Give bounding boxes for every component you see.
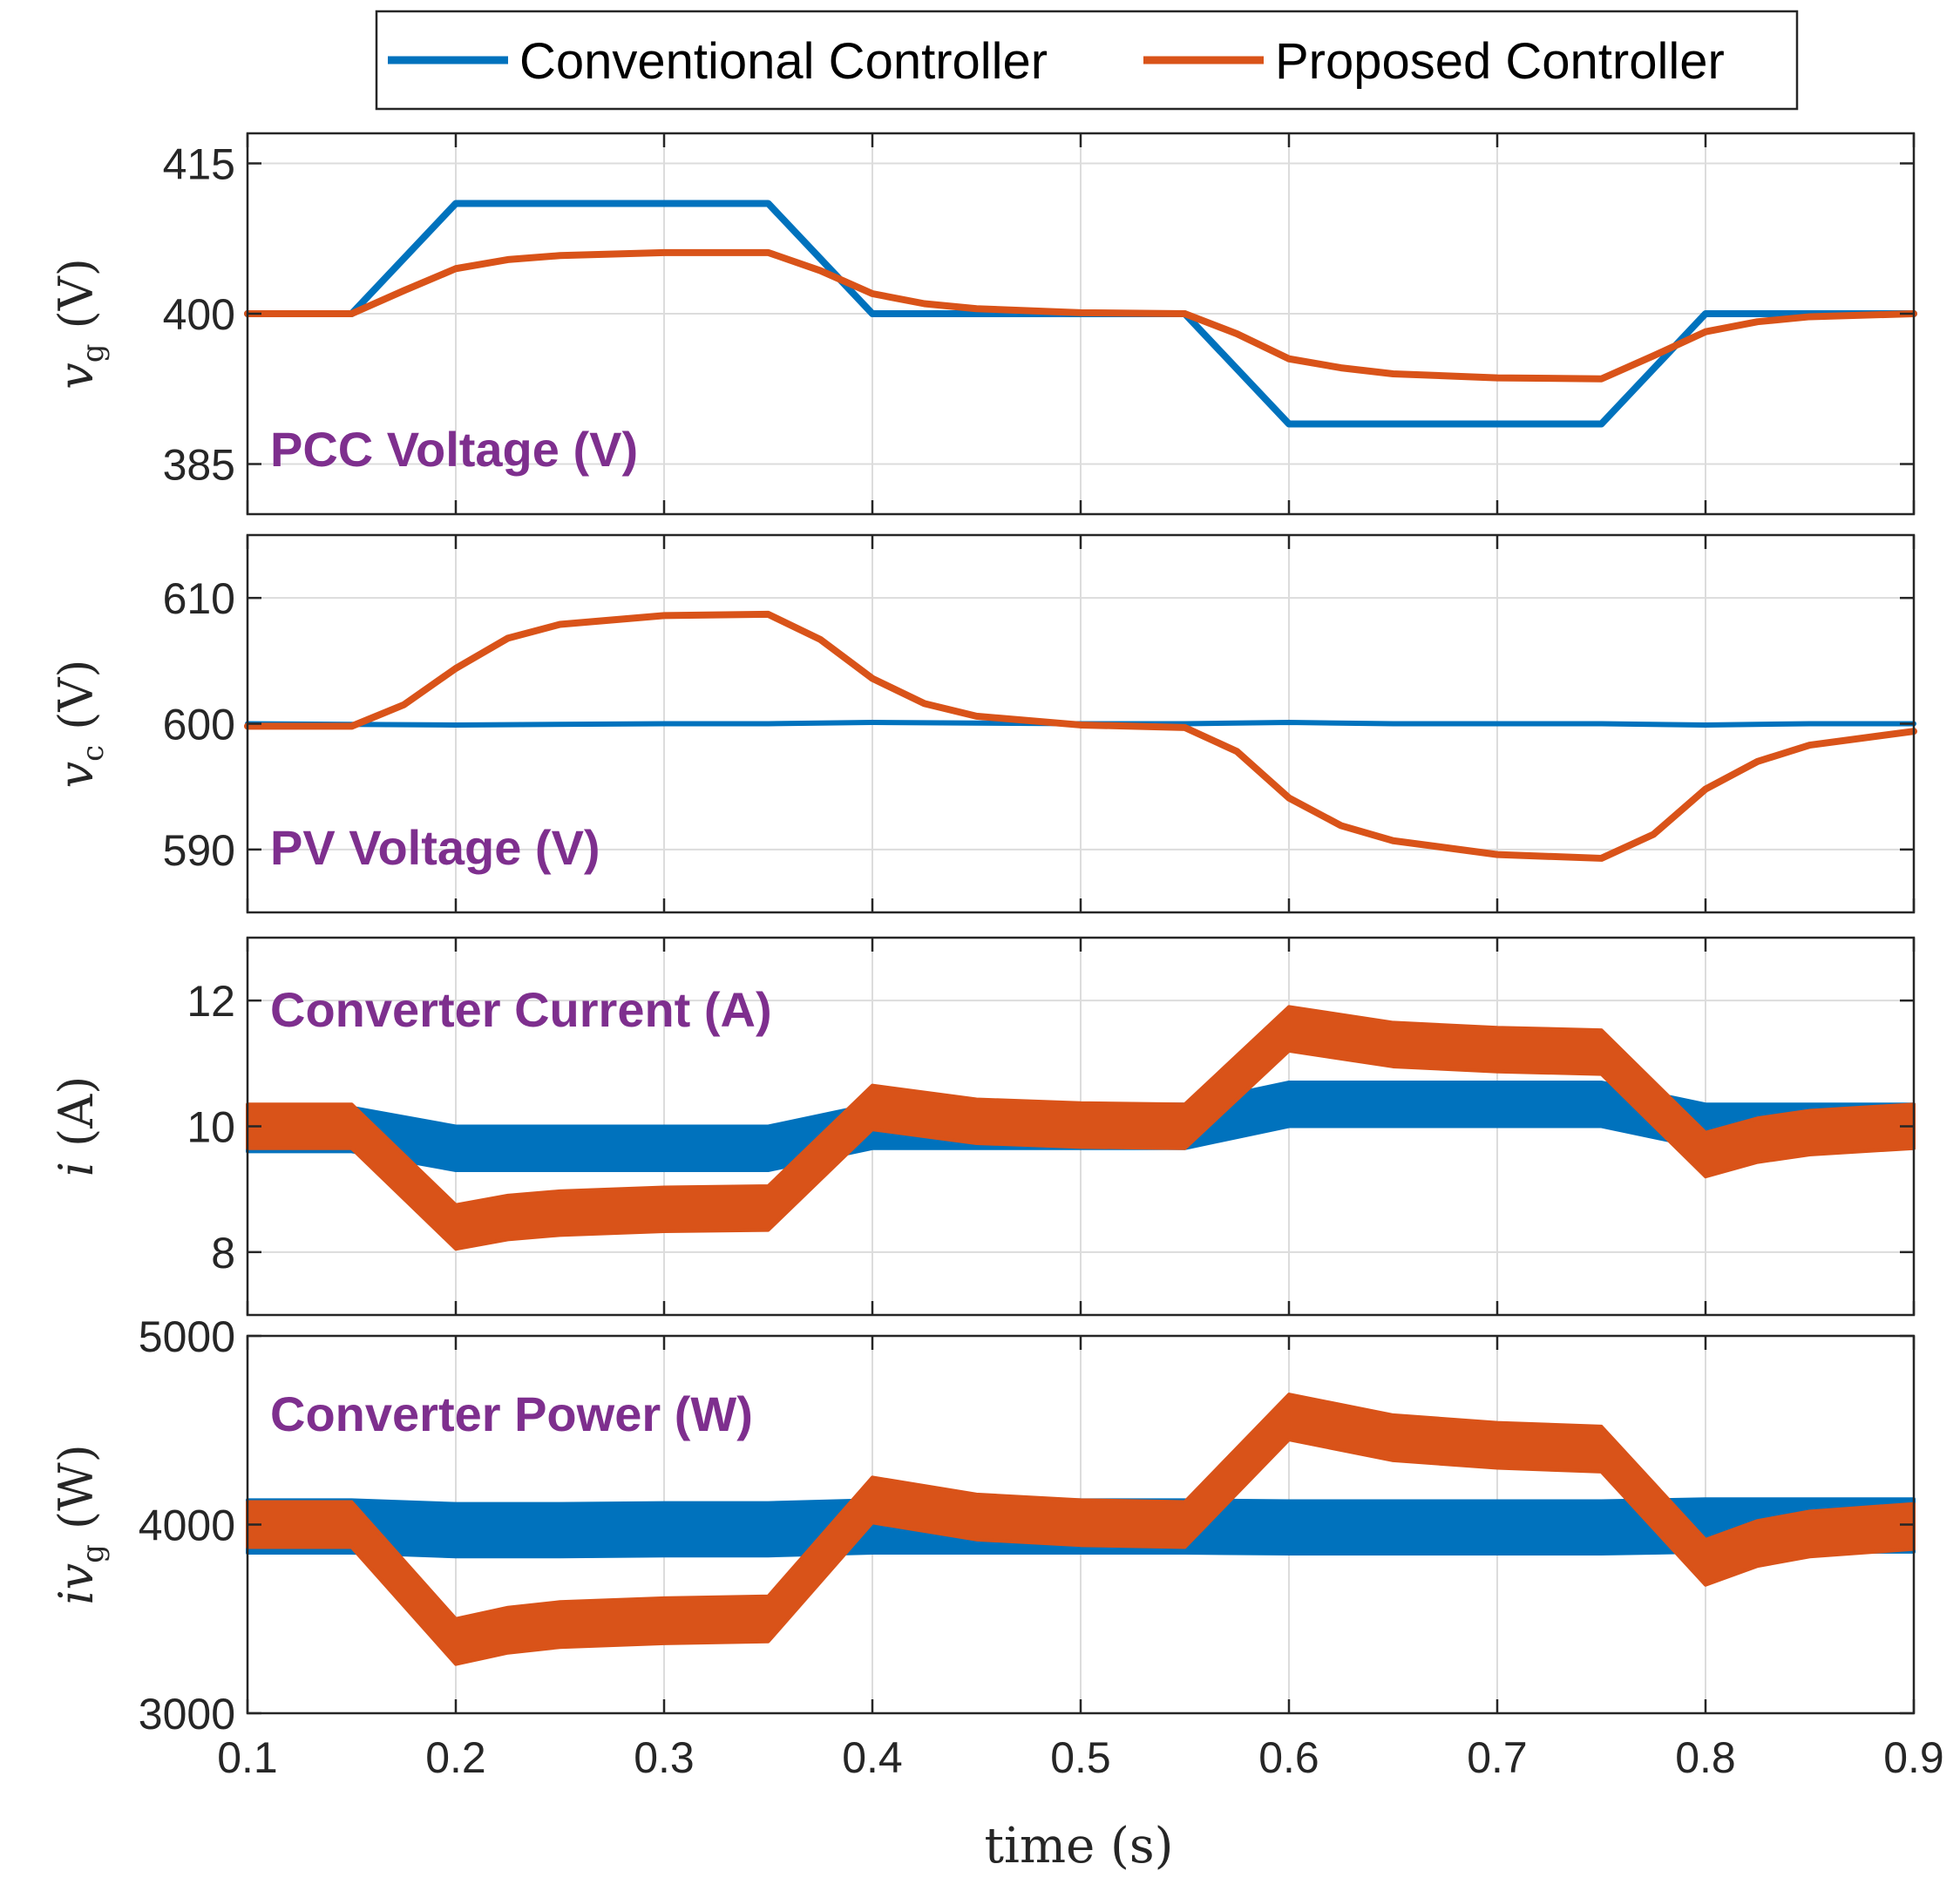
y-tick-label: 590: [163, 826, 235, 875]
y-tick-label: 385: [163, 441, 235, 490]
legend-label-proposed: Proposed Controller: [1275, 33, 1725, 90]
y-axis-label: i (A): [49, 1076, 104, 1177]
y-tick-label: 5000: [139, 1312, 235, 1361]
y-axis-label: vc (V): [49, 660, 111, 789]
legend-label-conventional: Conventional Controller: [519, 33, 1048, 90]
y-label-symbol: iv: [49, 1563, 104, 1605]
x-axis-label: time (s): [985, 1818, 1174, 1874]
y-axis-label: vg (V): [49, 258, 111, 390]
y-tick-label: 8: [211, 1229, 235, 1278]
x-tick-label: 0.7: [1467, 1733, 1528, 1782]
x-tick-label: 0.1: [217, 1733, 278, 1782]
y-label-unit: (V): [49, 258, 104, 343]
y-tick-label: 415: [163, 140, 235, 189]
y-tick-label: 10: [187, 1103, 235, 1152]
y-label-subscript: g: [76, 344, 111, 363]
legend-box: [375, 10, 1799, 111]
series-line-proposed: [244, 248, 1917, 383]
panel-annotation: Converter Current (A): [270, 982, 772, 1037]
y-axis-label: ivg (W): [49, 1444, 111, 1604]
y-tick-label: 610: [163, 574, 235, 623]
x-tick-label: 0.2: [425, 1733, 486, 1782]
y-tick-label: 3000: [139, 1690, 235, 1738]
x-tick-label: 0.8: [1675, 1733, 1736, 1782]
x-tick-label: 0.9: [1883, 1733, 1944, 1782]
panel-annotation: Converter Power (W): [270, 1386, 753, 1441]
x-tick-label: 0.3: [634, 1733, 695, 1782]
y-tick-label: 12: [187, 977, 235, 1026]
y-tick-label: 600: [163, 701, 235, 749]
y-label-unit: (W): [49, 1444, 104, 1544]
y-label-unit: (V): [49, 660, 104, 745]
y-label-symbol: v: [49, 363, 104, 390]
panel-converter-power: 3000 4000 5000 0.1 0.2 0.3 0.4 0.5 0.6 0.7 0.8 0.9 i…: [49, 1312, 1944, 1782]
y-label-symbol: i: [49, 1162, 104, 1176]
series-line-conventional: [245, 720, 1916, 728]
panel-pcc-voltage: 385 400 415 vg (V) PCC Voltage (V): [49, 132, 1917, 516]
y-label-symbol: v: [49, 762, 104, 789]
y-tick-label: 400: [163, 290, 235, 339]
series-line-proposed: [244, 610, 1917, 862]
panel-converter-current: 8 10 12 i (A) Converter Current (A): [49, 936, 1916, 1317]
panel-annotation: PV Voltage (V): [270, 820, 600, 875]
x-tick-label: 0.6: [1258, 1733, 1319, 1782]
x-tick-label: 0.5: [1050, 1733, 1111, 1782]
legend: Conventional Controller Proposed Control…: [375, 10, 1799, 111]
x-tick-label: 0.4: [842, 1733, 903, 1782]
panel-annotation: PCC Voltage (V): [270, 422, 638, 477]
y-label-unit: (A): [49, 1076, 104, 1162]
y-tick-label: 4000: [139, 1501, 235, 1550]
y-label-subscript: c: [76, 745, 111, 762]
y-label-subscript: g: [76, 1544, 111, 1563]
panel-pv-voltage: 590 600 610 vc (V) PV Voltage (V): [49, 533, 1917, 914]
